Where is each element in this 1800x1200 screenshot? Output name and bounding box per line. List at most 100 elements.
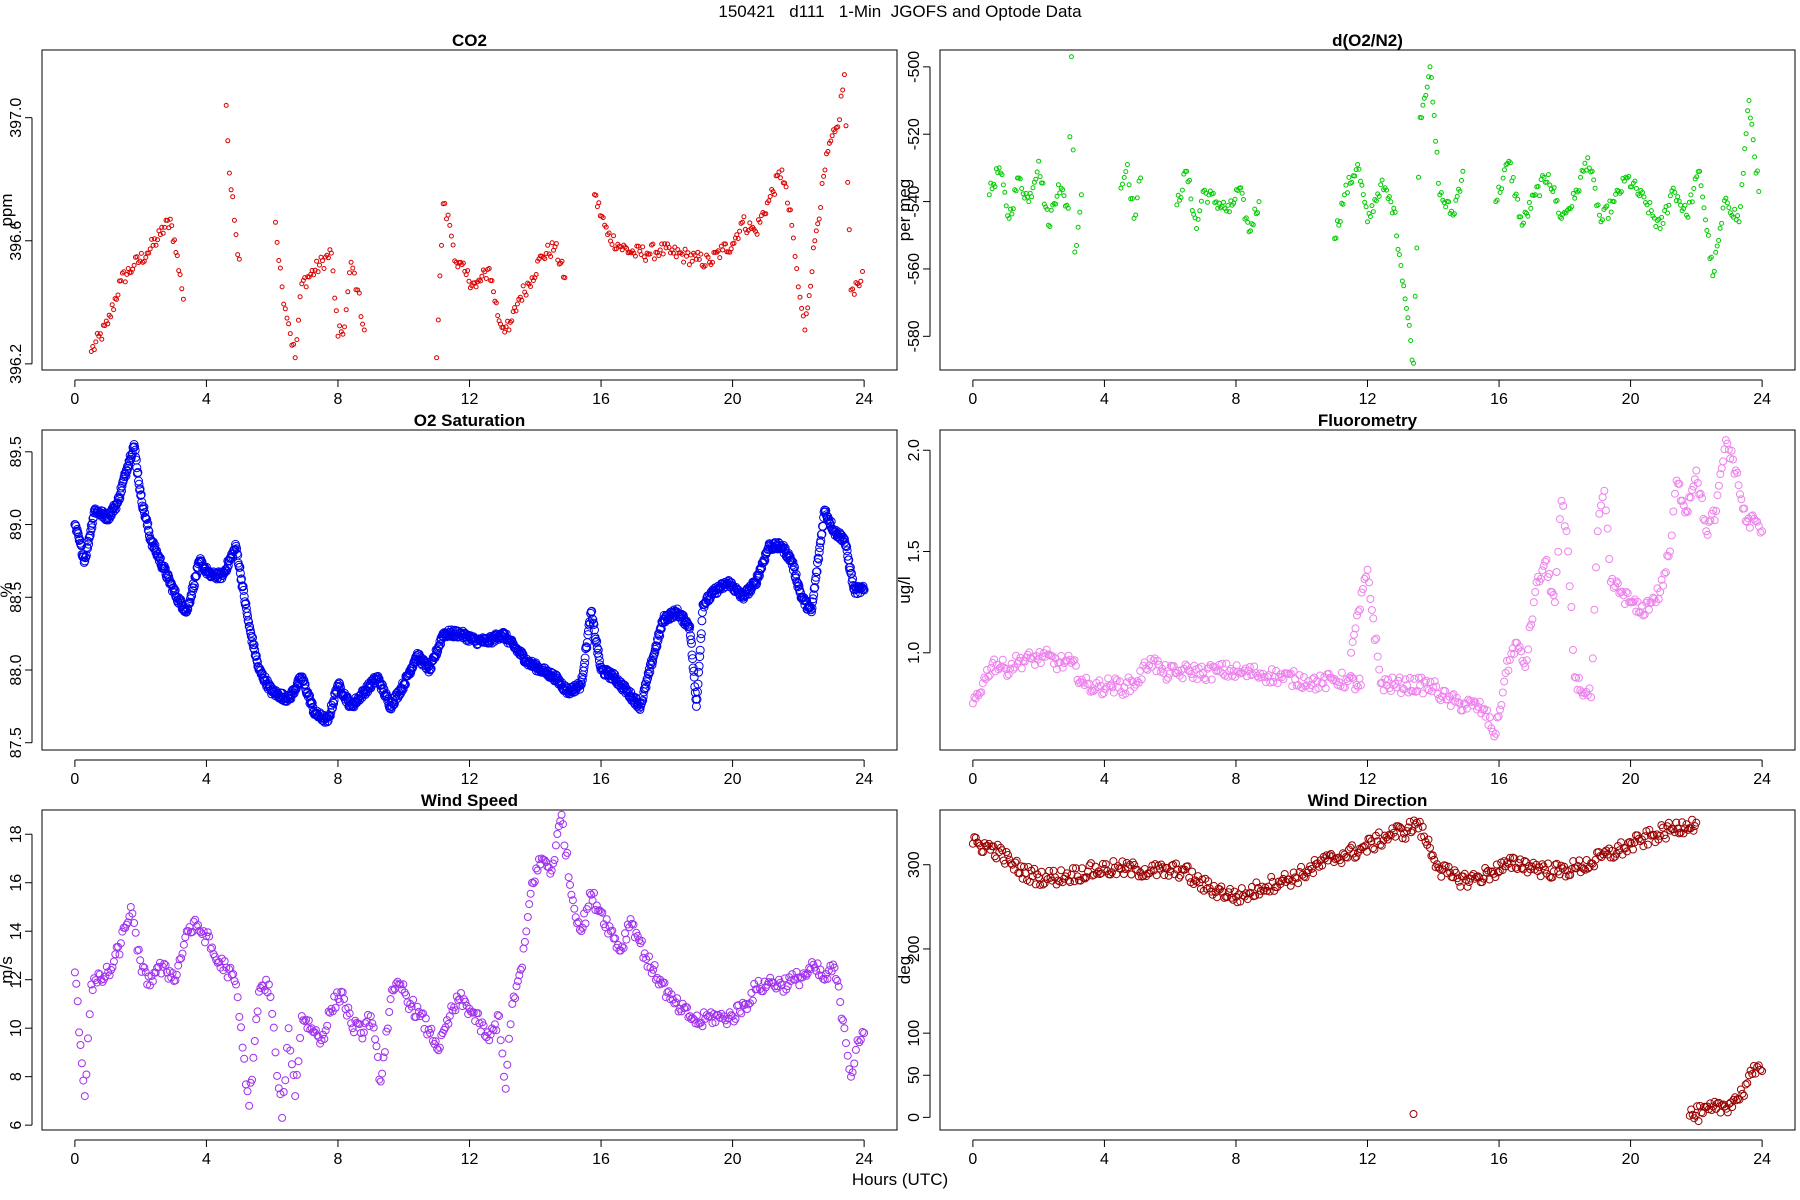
data-point	[592, 636, 602, 646]
x-tick-label: 20	[724, 1151, 742, 1168]
data-point	[792, 254, 798, 259]
data-point	[1012, 651, 1020, 660]
data-point	[271, 1048, 280, 1057]
data-point	[810, 575, 820, 585]
data-point	[1399, 278, 1405, 284]
data-point	[1663, 551, 1672, 560]
data-point	[1178, 674, 1187, 683]
chart-co2: CO2 0 4 8 12 16 20 24 396.2 396.6 397.0 ppm	[0, 31, 898, 408]
data-point	[567, 890, 576, 899]
data-point	[1070, 656, 1079, 665]
data-point	[1352, 173, 1358, 179]
data-point	[1728, 1103, 1737, 1111]
data-point	[495, 313, 501, 319]
x-tick-label: 12	[1359, 391, 1377, 408]
data-point	[1414, 673, 1423, 682]
data-point	[1360, 192, 1366, 198]
data-point	[250, 645, 260, 655]
data-point	[1704, 228, 1710, 233]
data-point	[1734, 481, 1743, 490]
data-point	[812, 567, 822, 577]
data-point	[833, 125, 839, 131]
data-point	[554, 822, 563, 831]
data-point	[994, 665, 1003, 674]
data-point	[1740, 170, 1746, 176]
data-point	[140, 512, 150, 522]
data-point	[108, 314, 114, 320]
data-point	[431, 651, 440, 661]
data-point	[199, 927, 208, 936]
data-point	[833, 976, 842, 985]
data-point	[561, 274, 566, 280]
data-point	[1710, 516, 1719, 525]
data-point	[790, 562, 799, 572]
data-point	[546, 251, 552, 257]
data-point	[252, 657, 262, 667]
data-point	[1545, 872, 1554, 881]
data-point	[115, 292, 121, 298]
data-point	[1198, 875, 1207, 884]
y-tick-label: -580	[906, 320, 923, 352]
data-point	[1430, 677, 1439, 686]
data-point	[1120, 181, 1125, 187]
data-point	[548, 254, 554, 259]
data-point	[1408, 338, 1414, 344]
data-point	[1095, 870, 1104, 879]
data-point	[580, 653, 590, 663]
data-point	[1517, 864, 1526, 872]
data-point	[1370, 636, 1379, 644]
data-point	[649, 965, 658, 974]
data-point	[472, 280, 478, 286]
y-tick-label: -560	[906, 253, 923, 285]
data-point	[668, 995, 677, 1004]
data-point	[241, 1080, 250, 1089]
data-point	[1569, 204, 1575, 210]
data-point	[740, 1001, 749, 1009]
data-point	[1119, 870, 1128, 878]
data-point	[1054, 876, 1063, 885]
y-axis-label: ug/l	[895, 576, 914, 603]
data-point	[845, 562, 855, 572]
data-point	[808, 597, 818, 607]
data-point	[1074, 243, 1079, 248]
data-point	[1639, 611, 1648, 620]
data-point	[176, 595, 186, 605]
data-point	[731, 1014, 740, 1023]
data-point	[1588, 654, 1597, 663]
page-title: 150421 d111 1-Min JGOFS and Optode Data	[718, 2, 1082, 21]
data-series	[986, 54, 1762, 366]
data-point	[465, 268, 471, 274]
data-point	[784, 550, 794, 560]
data-point	[1618, 189, 1624, 195]
data-point	[853, 280, 859, 286]
data-point	[635, 704, 645, 714]
data-point	[1048, 207, 1054, 213]
data-point	[770, 982, 779, 991]
data-point	[842, 542, 852, 552]
data-point	[986, 192, 992, 198]
data-point	[1494, 868, 1503, 877]
data-point	[217, 574, 227, 583]
data-point	[1590, 605, 1599, 614]
data-point	[1395, 673, 1404, 682]
data-point	[249, 1053, 258, 1062]
data-point	[815, 543, 825, 553]
chart-winddir: Wind Direction 0 4 8 12 16 20 24 0 50 100 200 300 deg	[895, 791, 1796, 1168]
data-point	[315, 269, 321, 275]
data-point	[696, 634, 706, 643]
data-point	[690, 1015, 699, 1024]
data-point	[1608, 574, 1617, 583]
data-point	[816, 965, 825, 974]
data-point	[323, 713, 332, 722]
data-point	[845, 179, 851, 185]
data-point	[551, 247, 556, 253]
data-point	[1121, 689, 1130, 698]
data-point	[1396, 252, 1402, 258]
data-point	[1460, 168, 1466, 174]
data-point	[500, 1072, 508, 1081]
chart-title: CO2	[452, 31, 487, 50]
data-point	[103, 318, 109, 324]
data-point	[250, 1037, 259, 1045]
data-point	[793, 582, 803, 592]
y-tick-label: 8	[8, 1072, 25, 1081]
